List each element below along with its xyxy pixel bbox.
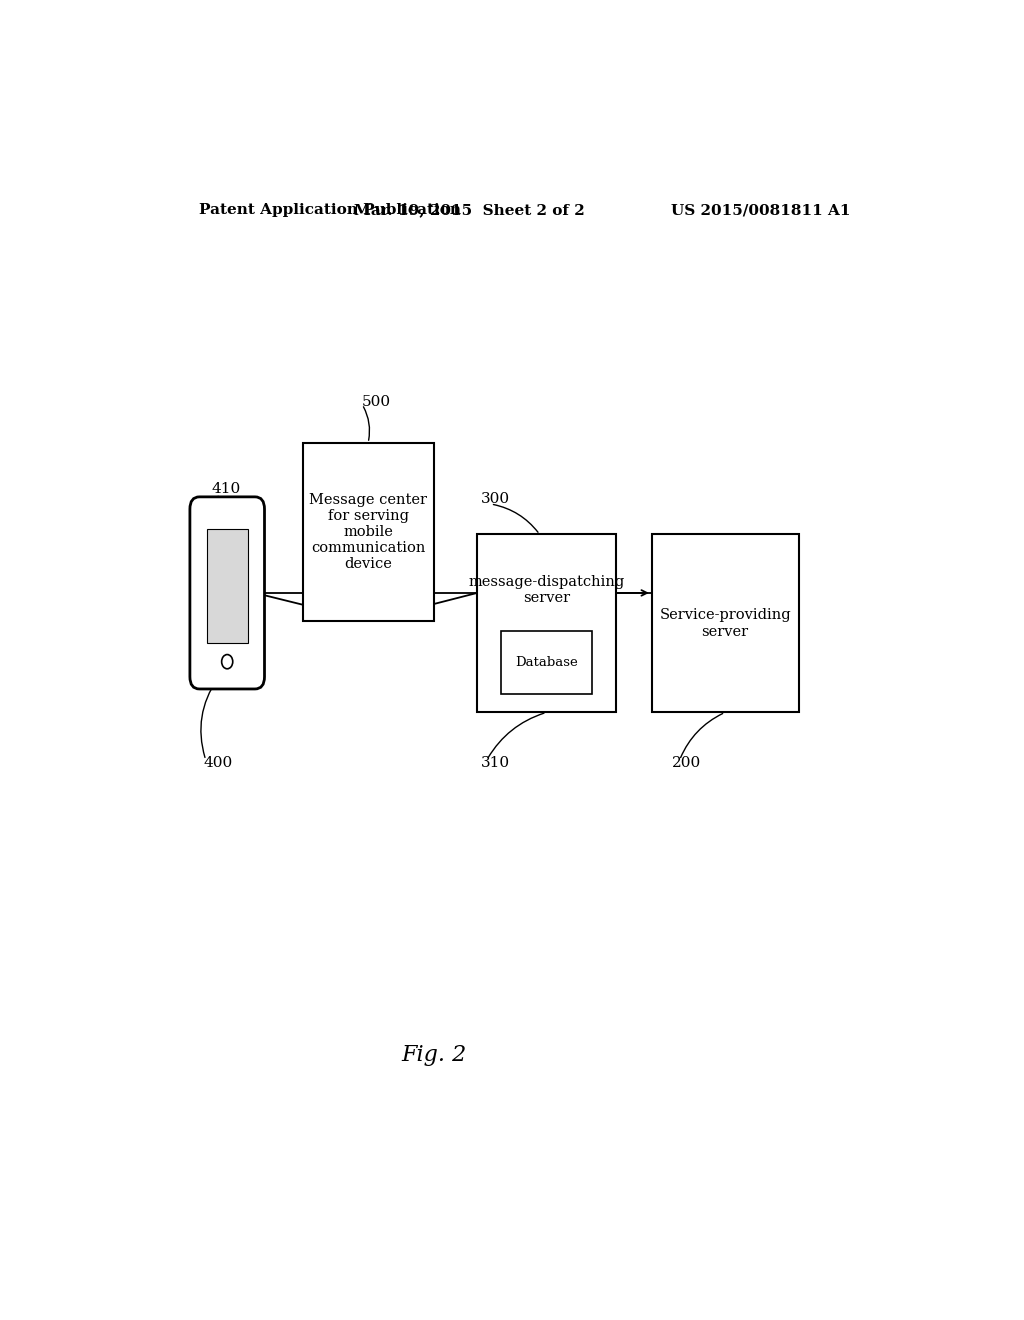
Bar — [207, 529, 248, 643]
Text: US 2015/0081811 A1: US 2015/0081811 A1 — [671, 203, 850, 216]
Text: Patent Application Publication: Patent Application Publication — [200, 203, 462, 216]
FancyBboxPatch shape — [189, 496, 264, 689]
Text: 300: 300 — [481, 492, 510, 506]
Bar — [303, 444, 433, 620]
Text: Database: Database — [515, 656, 578, 669]
Text: 200: 200 — [672, 756, 700, 770]
Text: Fig. 2: Fig. 2 — [401, 1044, 466, 1065]
Bar — [477, 535, 616, 713]
Text: message-dispatching
server: message-dispatching server — [469, 576, 625, 606]
Text: 410: 410 — [211, 482, 241, 496]
Text: Service-providing
server: Service-providing server — [659, 609, 791, 639]
Text: 400: 400 — [204, 756, 232, 770]
Text: Message center
for serving
mobile
communication
device: Message center for serving mobile commun… — [309, 492, 427, 572]
Text: 500: 500 — [362, 395, 391, 409]
Text: Mar. 19, 2015  Sheet 2 of 2: Mar. 19, 2015 Sheet 2 of 2 — [354, 203, 585, 216]
Bar — [652, 535, 799, 713]
Bar — [501, 631, 592, 694]
Text: 310: 310 — [481, 756, 510, 770]
